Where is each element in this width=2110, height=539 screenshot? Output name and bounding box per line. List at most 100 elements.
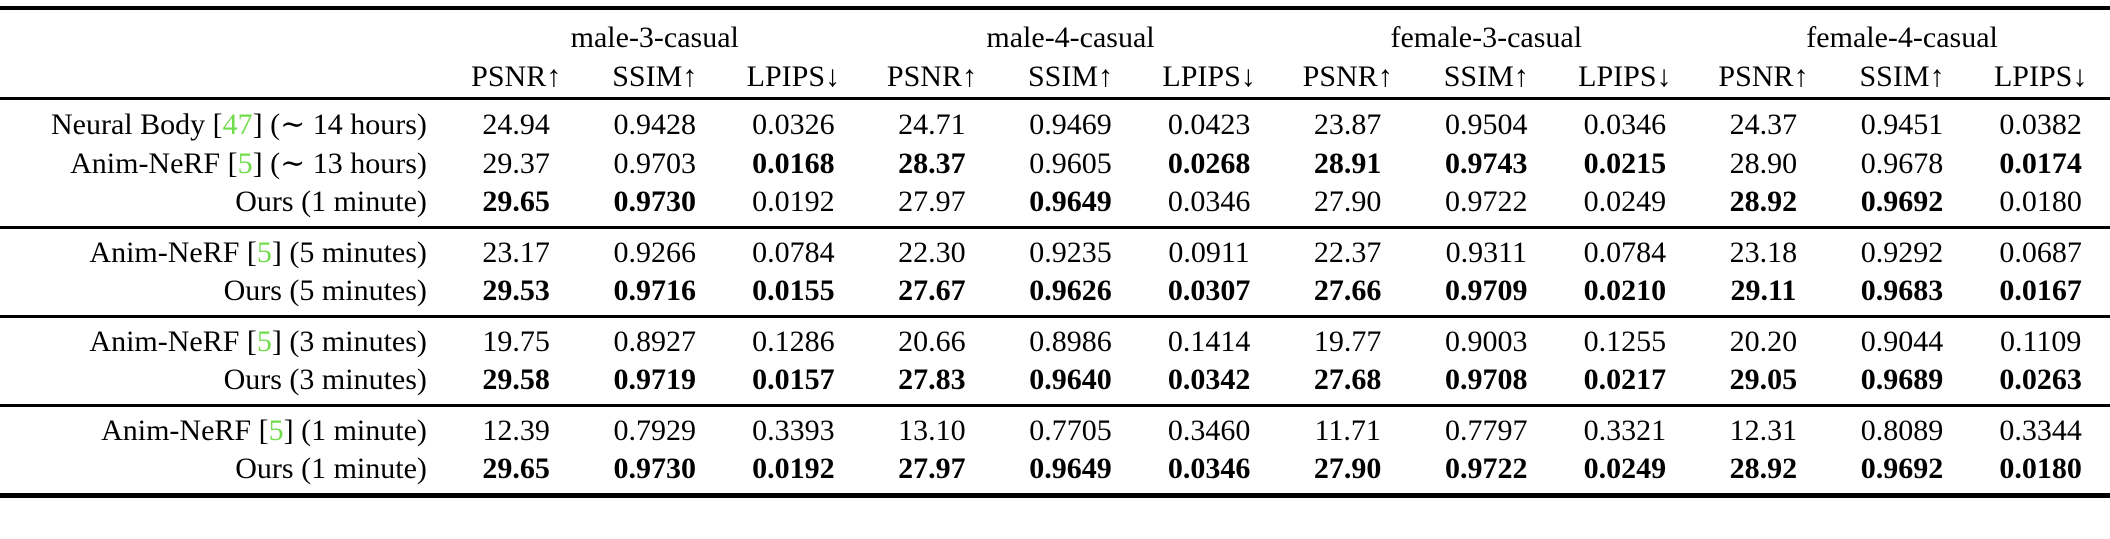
metric-value: 27.97	[898, 185, 966, 218]
metric-value: 28.92	[1729, 452, 1798, 485]
metric-value: 0.1414	[1167, 325, 1251, 358]
metric-header-ssim: SSIM↑	[612, 60, 698, 93]
method-label-text: Anim-NeRF [	[70, 147, 238, 180]
metric-value: 0.3321	[1583, 414, 1667, 447]
table-row: Neural Body [47] (∼ 14 hours) 24.94 0.9428…	[0, 99, 2110, 145]
metric-value: 0.9708	[1445, 363, 1528, 396]
metric-value: 0.1109	[1999, 325, 2082, 358]
metric-value: 0.0155	[752, 274, 835, 307]
metric-value: 0.0192	[752, 452, 835, 485]
metric-value: 0.9235	[1029, 236, 1112, 269]
method-label-text: Ours (5 minutes)	[223, 274, 427, 307]
metric-value: 22.37	[1313, 236, 1382, 269]
metric-value: 12.39	[482, 414, 550, 447]
table-block-3: Anim-NeRF [5] (3 minutes) 19.75 0.8927 0.12…	[0, 316, 2110, 406]
metric-value: 0.9689	[1860, 363, 1944, 396]
method-label-text: ] (1 minute)	[283, 414, 427, 447]
metric-value: 0.1255	[1583, 325, 1667, 358]
metric-value: 20.66	[898, 325, 966, 358]
metric-value: 0.0423	[1167, 107, 1251, 141]
method-label: Ours (1 minute)	[0, 450, 447, 496]
method-label: Anim-NeRF [5] (5 minutes)	[0, 228, 447, 273]
metric-value: 0.3393	[752, 414, 835, 447]
metric-value: 29.53	[482, 274, 550, 307]
group-header-female-4-casual: female-4-casual	[1806, 21, 1998, 54]
citation-link[interactable]: 5	[268, 414, 284, 447]
metric-value: 0.0346	[1167, 452, 1251, 485]
metric-value: 27.97	[898, 452, 966, 485]
metric-value: 29.11	[1730, 274, 1797, 307]
method-label-text: Anim-NeRF [	[89, 236, 257, 269]
metric-value: 0.9311	[1445, 236, 1527, 269]
metric-header-psnr: PSNR↑	[886, 60, 977, 93]
metric-value: 27.90	[1313, 185, 1382, 218]
metric-header-ssim: SSIM↑	[1859, 60, 1945, 93]
label-column-spacer	[0, 57, 447, 99]
metric-value: 0.3344	[1999, 414, 2082, 447]
group-header-female-3-casual: female-3-casual	[1390, 21, 1583, 54]
metric-value: 0.0249	[1583, 185, 1667, 218]
metric-value: 28.90	[1729, 146, 1798, 180]
metric-value: 0.7705	[1029, 414, 1112, 447]
metric-value: 0.9703	[613, 146, 697, 180]
metric-value: 11.71	[1314, 414, 1381, 447]
method-label: Ours (5 minutes)	[0, 272, 447, 317]
metric-value: 0.9722	[1445, 452, 1528, 485]
metric-value: 0.8927	[613, 325, 697, 358]
metric-header-psnr: PSNR↑	[471, 60, 562, 93]
metric-value: 0.9716	[613, 274, 697, 307]
metric-value: 28.91	[1313, 146, 1382, 180]
metric-value: 0.0268	[1167, 146, 1251, 180]
metric-value: 0.9743	[1445, 146, 1528, 180]
metric-value: 27.66	[1313, 274, 1382, 307]
metric-value: 0.0192	[752, 185, 835, 218]
citation-link[interactable]: 47	[222, 108, 253, 141]
metric-value: 27.68	[1313, 363, 1382, 396]
metric-header-lpips: LPIPS↓	[1993, 60, 2088, 93]
metric-value: 0.9626	[1029, 274, 1112, 307]
citation-link[interactable]: 5	[256, 325, 272, 358]
metric-value: 0.3460	[1167, 414, 1251, 447]
metric-value: 19.77	[1313, 325, 1382, 358]
method-label-text: ] (∼ 14 hours)	[252, 108, 427, 141]
metric-value: 0.8089	[1860, 414, 1944, 447]
metric-value: 0.9469	[1029, 107, 1112, 141]
table-row: Anim-NeRF [5] (∼ 13 hours) 29.37 0.9703 0.0…	[0, 144, 2110, 183]
metric-value: 0.0784	[752, 236, 835, 269]
metric-value: 0.0167	[1999, 274, 2082, 307]
table-header: male-3-casual male-4-casual female-3-cas…	[0, 8, 2110, 99]
metric-header-ssim: SSIM↑	[1027, 60, 1114, 93]
table-row: Ours (1 minute) 29.65 0.9730 0.0192 27.97 0.9…	[0, 183, 2110, 228]
method-label-text: ] (3 minutes)	[271, 325, 427, 358]
method-label: Anim-NeRF [5] (3 minutes)	[0, 317, 447, 362]
results-table: male-3-casual male-4-casual female-3-cas…	[0, 6, 2110, 498]
metric-value: 0.9709	[1445, 274, 1528, 307]
metric-value: 24.37	[1729, 107, 1798, 141]
method-label-text: Ours (1 minute)	[235, 185, 427, 218]
metric-value: 0.9605	[1029, 146, 1112, 180]
table-block-4: Anim-NeRF [5] (1 minute) 12.39 0.7929 0.339…	[0, 405, 2110, 496]
metric-value: 13.10	[898, 414, 966, 447]
table-row: Ours (5 minutes) 29.53 0.9716 0.0155 27.67 0.…	[0, 272, 2110, 317]
citation-link[interactable]: 5	[256, 236, 272, 269]
citation-link[interactable]: 5	[237, 147, 253, 180]
metric-header-lpips: LPIPS↓	[1578, 60, 1672, 93]
metric-value: 0.7797	[1445, 414, 1528, 447]
method-label: Neural Body [47] (∼ 14 hours)	[0, 99, 447, 145]
metric-value: 0.9730	[613, 452, 697, 485]
metric-value: 29.58	[482, 363, 550, 396]
metric-value: 29.65	[482, 452, 550, 485]
metric-value: 0.9722	[1445, 185, 1528, 218]
method-label-text: Neural Body [	[50, 108, 223, 141]
metric-value: 0.1286	[752, 325, 835, 358]
metric-value: 23.17	[482, 236, 550, 269]
metric-value: 0.9692	[1860, 185, 1944, 218]
group-header-male-4-casual: male-4-casual	[986, 21, 1155, 54]
table-block-2: Anim-NeRF [5] (5 minutes) 23.17 0.9266 0.07…	[0, 227, 2110, 317]
metric-value: 0.0215	[1583, 146, 1667, 180]
table-row: Anim-NeRF [5] (1 minute) 12.39 0.7929 0.339…	[0, 406, 2110, 451]
metric-value: 0.9649	[1029, 185, 1112, 218]
metric-value: 0.0784	[1583, 236, 1667, 269]
table-row: Ours (3 minutes) 29.58 0.9719 0.0157 27.83 0.…	[0, 361, 2110, 406]
metric-value: 0.0157	[752, 363, 835, 396]
